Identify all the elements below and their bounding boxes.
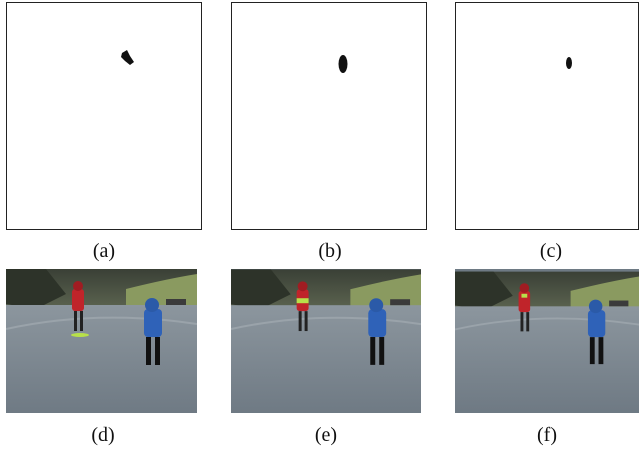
scene-frame-d <box>6 269 197 413</box>
scene-frame-e <box>231 269 421 413</box>
child-blue-figure-d <box>144 298 162 365</box>
scene-image-e <box>231 269 421 413</box>
saliency-map-b <box>231 2 427 230</box>
caption-b: (b) <box>318 240 342 262</box>
child-red-figure-e <box>296 281 309 332</box>
caption-d: (d) <box>91 424 115 446</box>
caption-e: (e) <box>314 424 338 446</box>
saliency-map-c <box>455 2 639 230</box>
saliency-blob-b <box>338 55 348 73</box>
saliency-map-a <box>6 2 202 230</box>
caption-c: (c) <box>539 240 563 262</box>
child-blue-figure-f <box>587 299 606 365</box>
saliency-blob-c <box>566 57 572 69</box>
child-blue-figure-e <box>368 298 387 365</box>
child-red-figure-d <box>72 281 84 331</box>
saliency-blob-a <box>121 50 134 65</box>
scene-frame-f <box>455 269 639 413</box>
caption-f: (f) <box>537 424 557 446</box>
scene-image-f <box>455 271 639 411</box>
caption-a: (a) <box>92 240 116 262</box>
child-red-figure-f <box>518 283 531 332</box>
scene-image-d <box>6 269 197 413</box>
